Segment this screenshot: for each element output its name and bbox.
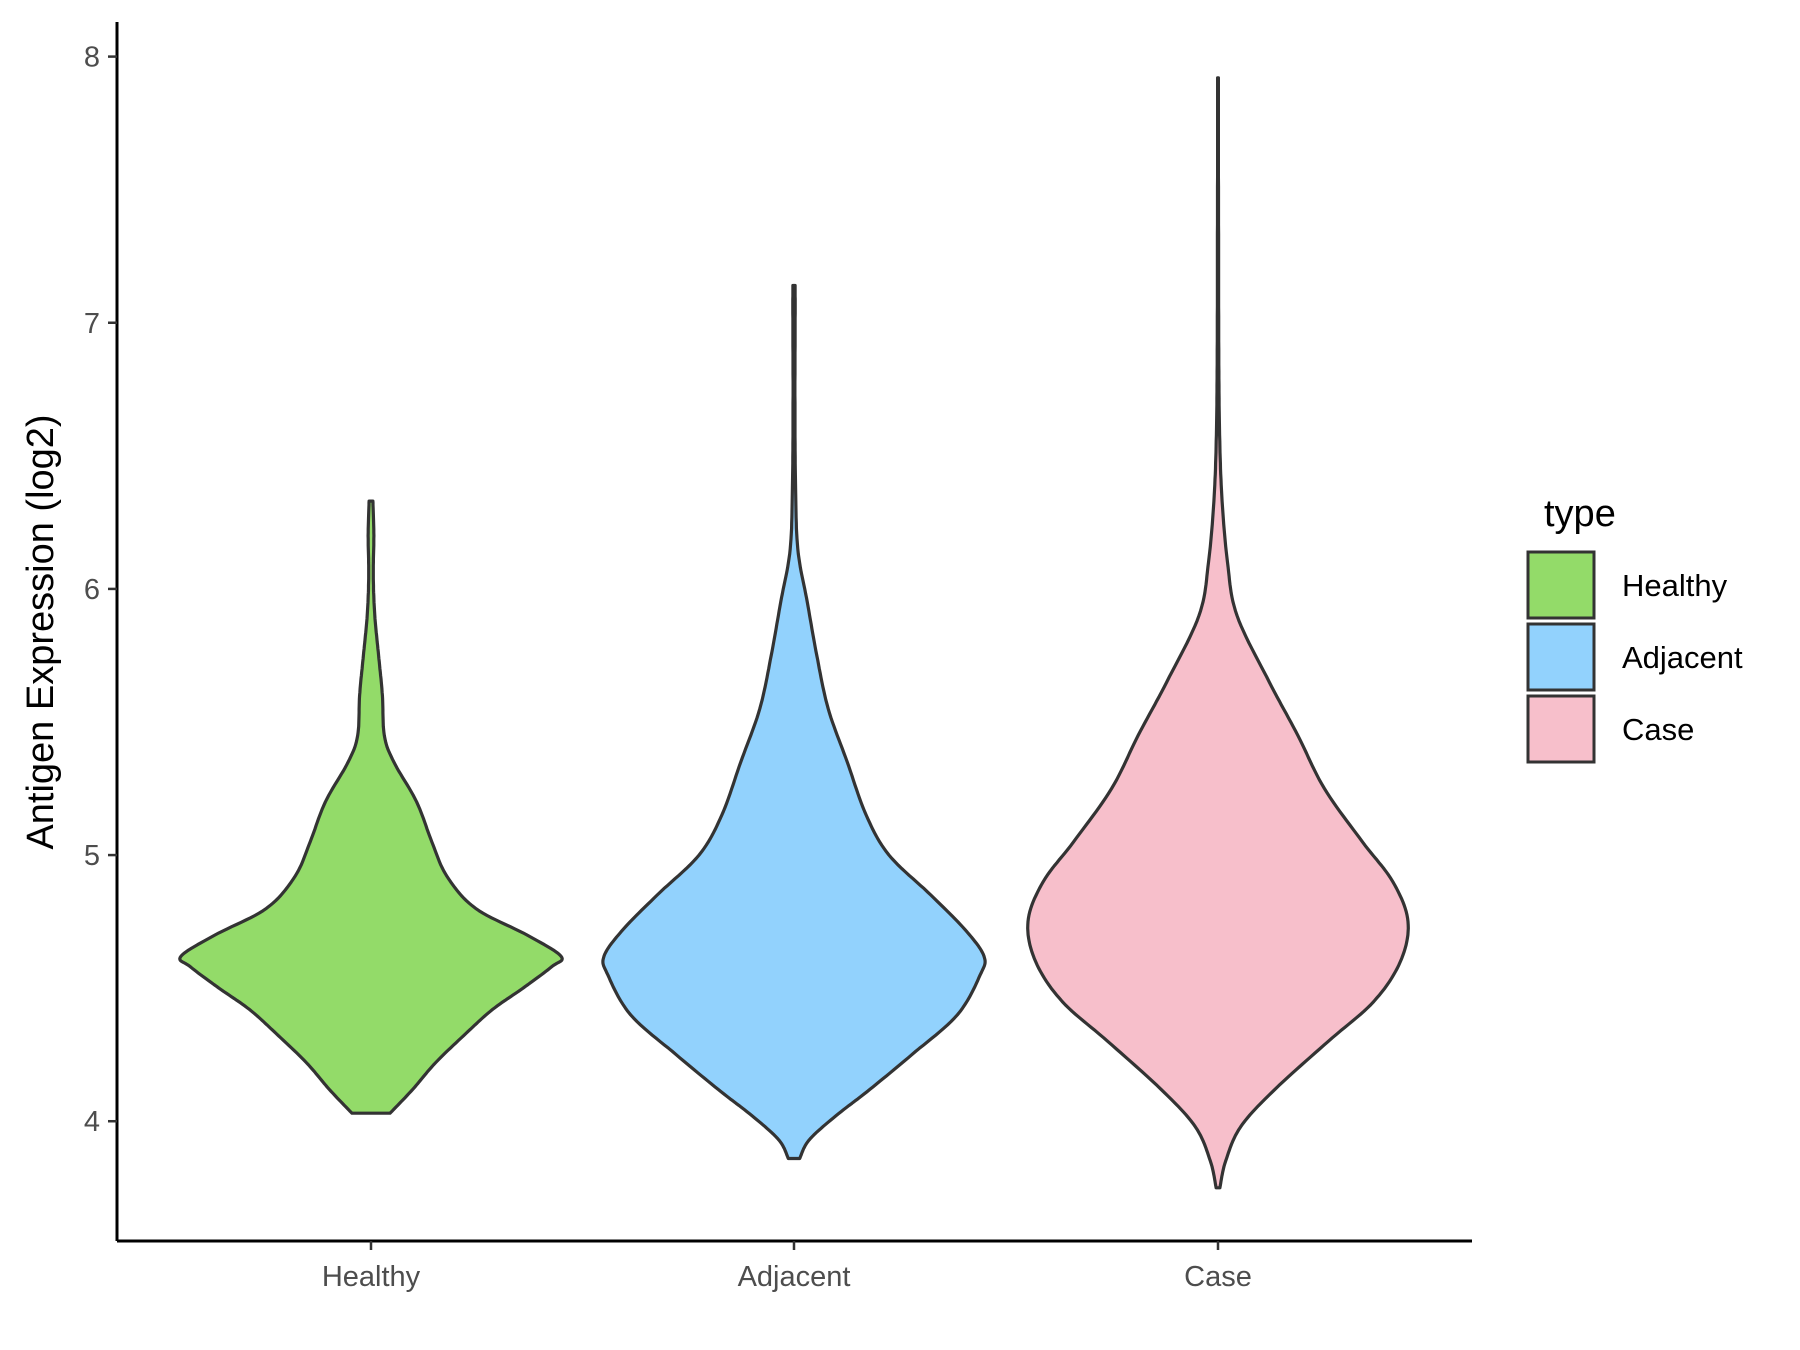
x-tick-label: Healthy (322, 1261, 421, 1293)
y-axis-title: Antigen Expression (log2) (20, 414, 62, 849)
legend-key-case (1526, 694, 1596, 764)
violin-healthy (178, 499, 564, 1115)
y-tick-label: 4 (84, 1106, 100, 1138)
violin-case (1026, 76, 1410, 1190)
legend-key-adjacent (1526, 622, 1596, 692)
legend-label-case: Case (1622, 712, 1694, 747)
legend-entries: Healthy Adjacent Case (1526, 550, 1743, 764)
legend-key-healthy (1526, 550, 1596, 620)
y-ticks: 4 5 6 7 8 (84, 42, 117, 1138)
y-tick-label: 8 (84, 42, 100, 74)
violin-adjacent (601, 283, 987, 1161)
y-tick-label: 5 (84, 840, 100, 872)
x-tick-label: Adjacent (738, 1261, 851, 1293)
legend-label-healthy: Healthy (1622, 568, 1728, 603)
legend-label-adjacent: Adjacent (1622, 640, 1743, 675)
legend: type Healthy Adjacent Case (1526, 493, 1743, 764)
y-tick-label: 7 (84, 308, 100, 340)
legend-title: type (1544, 493, 1616, 535)
x-tick-label: Case (1184, 1261, 1252, 1293)
violins-layer (178, 76, 1410, 1190)
x-ticks: Healthy Adjacent Case (322, 1241, 1252, 1293)
y-tick-label: 6 (84, 574, 100, 606)
